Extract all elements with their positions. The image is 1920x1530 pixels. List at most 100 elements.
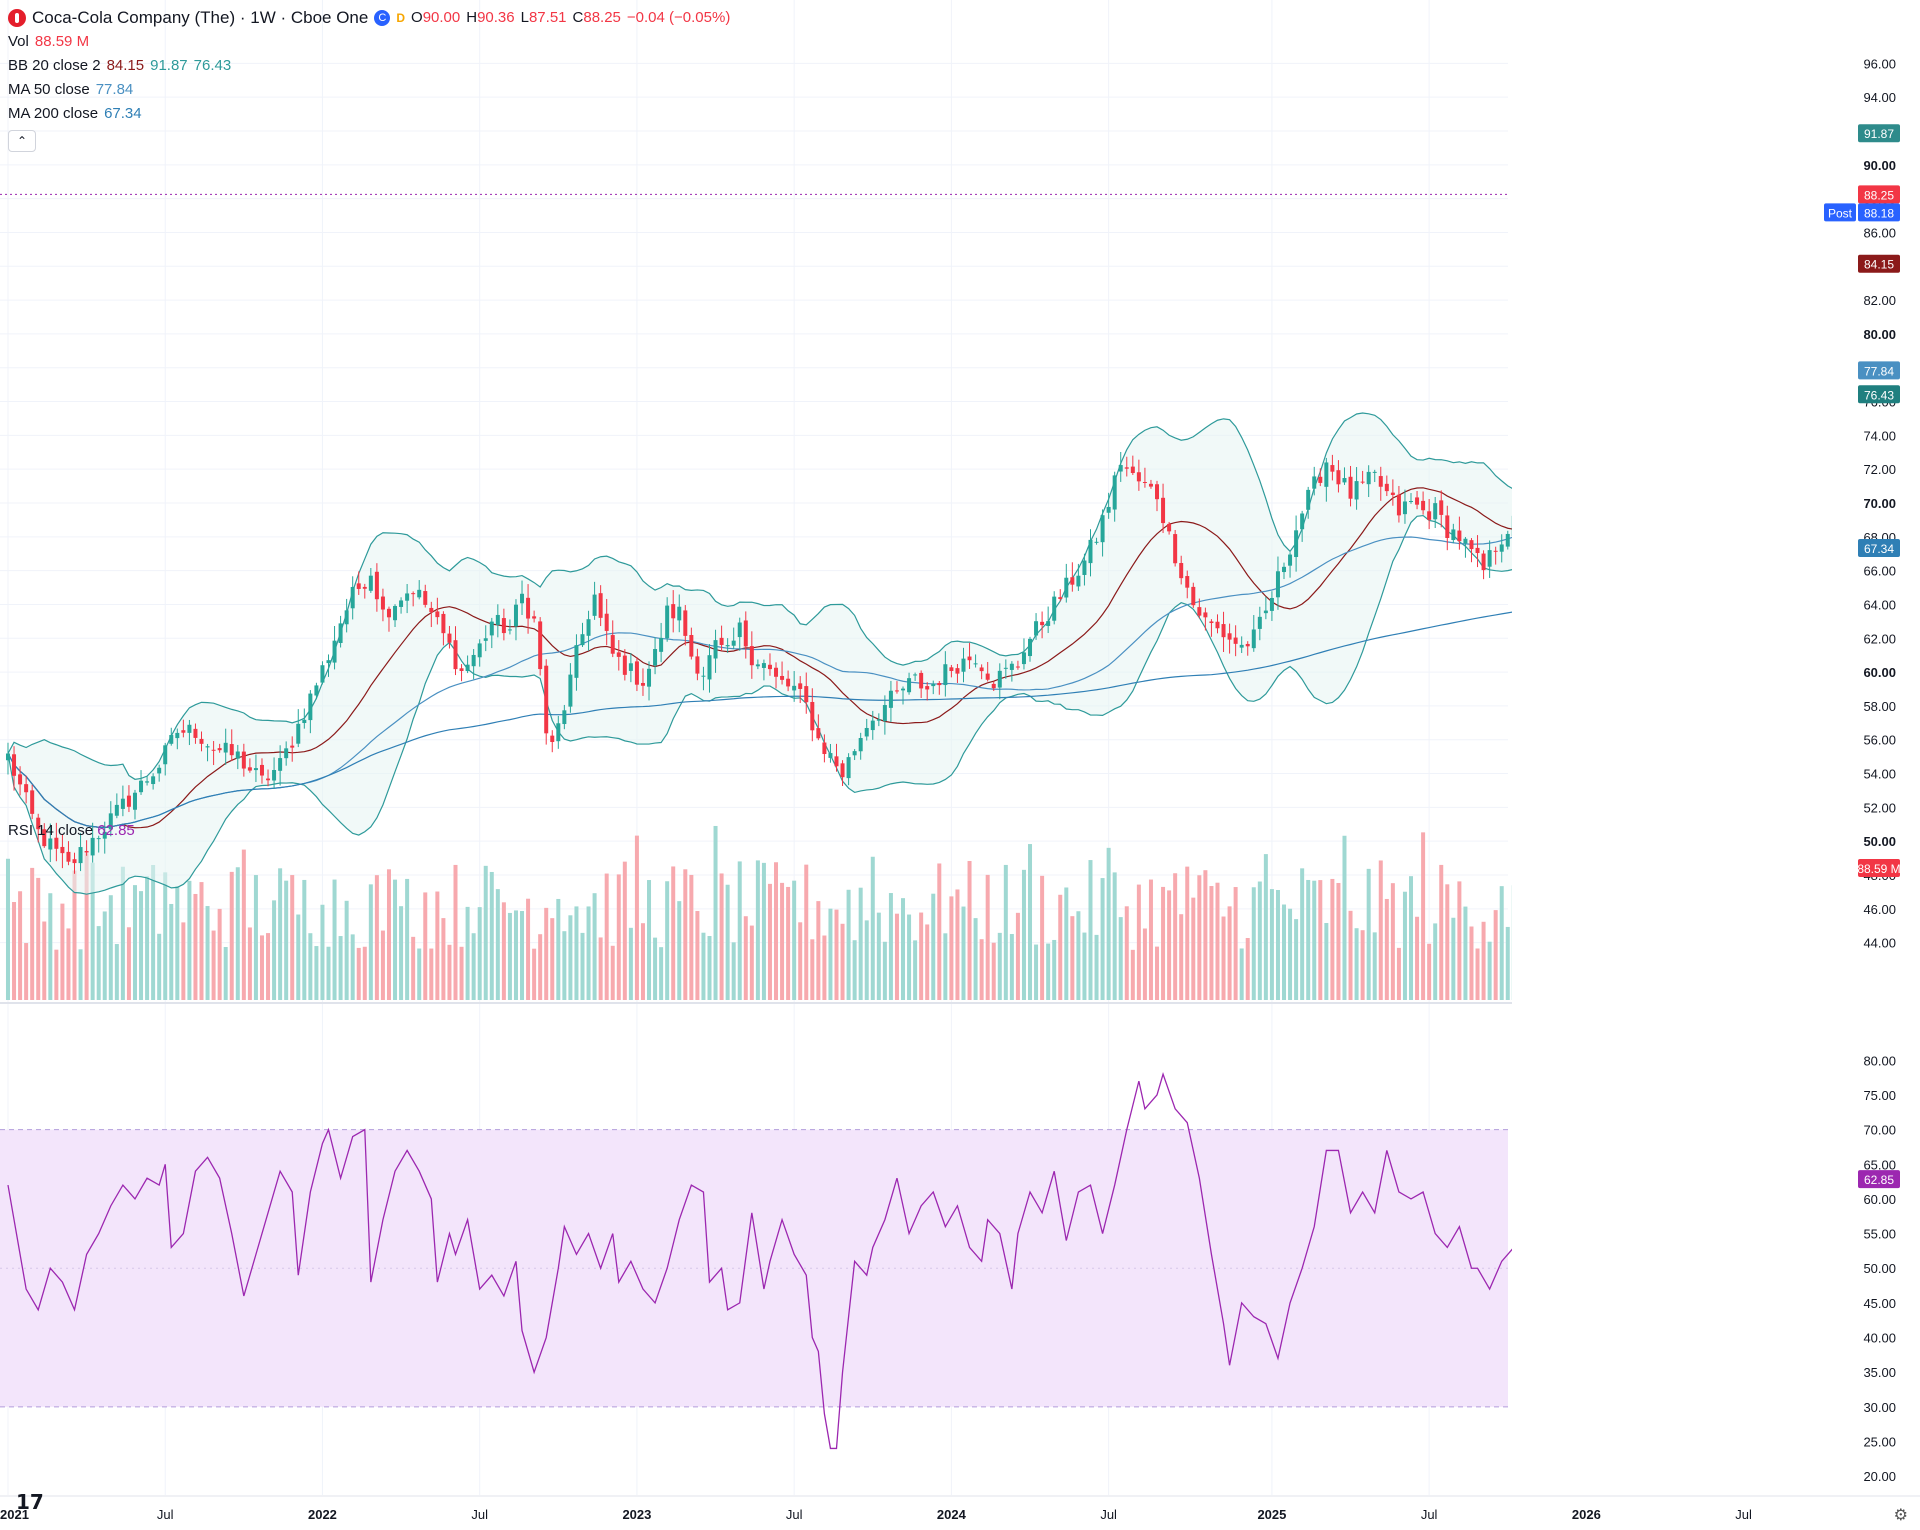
volume-bar [1457, 881, 1462, 1000]
candle-body [592, 594, 597, 616]
volume-bar [1124, 906, 1129, 1000]
collapse-legend-button[interactable]: ⌃ [8, 130, 36, 152]
volume-bar [399, 906, 404, 1000]
volume-bar [241, 849, 246, 1000]
bb-legend[interactable]: BB 20 close 2 84.15 91.87 76.43 [8, 54, 730, 78]
settings-gear-icon[interactable]: ⚙ [1893, 1507, 1908, 1524]
volume-bar [253, 875, 258, 1000]
volume-bar [1390, 883, 1395, 1000]
candle-body [538, 621, 543, 670]
candle-body [1142, 482, 1147, 484]
candle-body [362, 586, 367, 589]
volume-bar [151, 864, 156, 1000]
ma50-legend[interactable]: MA 50 close 77.84 [8, 78, 730, 102]
candle-body [1324, 462, 1329, 487]
candle-body [544, 665, 549, 734]
candle-body [725, 645, 730, 647]
volume-bar [907, 914, 912, 1000]
candle-body [18, 774, 23, 785]
rsi-band [0, 1129, 1508, 1408]
volume-bar [1257, 881, 1262, 1000]
price-tags: 91.87 88.25 88.18 Post 84.15 77.84 76.43 67.34 8… [1824, 124, 1901, 1189]
volume-bar [441, 918, 446, 1000]
candle-body [804, 686, 809, 703]
volume-bar [1245, 938, 1250, 1000]
candle-body [761, 663, 766, 668]
candle-body [816, 728, 821, 739]
volume-bar [1185, 866, 1190, 1000]
volume-bar [435, 891, 440, 1000]
candle-body [411, 593, 416, 595]
volume-bar [580, 932, 585, 1000]
volume-bar [1136, 884, 1141, 1000]
volume-bar [338, 936, 343, 1000]
candle-body [628, 663, 633, 671]
rsi-band-fill [0, 1129, 1508, 1407]
volume-legend[interactable]: Vol 88.59 M [8, 30, 730, 54]
volume-bar [1469, 926, 1474, 1000]
price-tick-label: 50.00 [1863, 834, 1896, 849]
candle-body [931, 683, 936, 687]
candle-body [54, 837, 59, 849]
candle-body [749, 646, 754, 666]
volume-bar [386, 869, 391, 1000]
volume-bar [423, 892, 428, 1000]
price-tick-label: 74.00 [1863, 428, 1896, 443]
candle-body [483, 638, 488, 641]
candle-body [429, 607, 434, 613]
volume-bar [647, 880, 652, 1000]
volume-bar [1052, 939, 1057, 1000]
symbol-title[interactable]: Coca-Cola Company (The) · 1W · Cboe One [32, 8, 369, 27]
tradingview-logo-icon[interactable]: 17 [16, 1490, 44, 1514]
candle-body [368, 575, 373, 591]
volume-bar [943, 933, 948, 1000]
candle-body [568, 674, 573, 707]
rsi-legend-value: 62.85 [97, 822, 135, 839]
candle-body [653, 649, 658, 666]
candle-body [84, 851, 89, 853]
candle-body [792, 685, 797, 691]
volume-bar [1028, 844, 1033, 1000]
volume-bar [1445, 884, 1450, 1000]
candle-body [78, 847, 83, 864]
bb-basis-tag-bg [1858, 254, 1900, 273]
candle-body [284, 748, 289, 759]
volume-bar [272, 900, 277, 1000]
candle-body [1318, 476, 1323, 483]
volume-bar [1505, 926, 1510, 1000]
post-label-text: Post [1828, 206, 1853, 220]
candle-body [447, 633, 452, 643]
volume-bar [1354, 928, 1359, 1000]
volume-bar [834, 909, 839, 1000]
rsi-legend[interactable]: RSI 14 close 62.85 [8, 822, 135, 839]
volume-bar [495, 889, 500, 1000]
candle-body [810, 701, 815, 731]
volume-bar [544, 907, 549, 1000]
rsi-tick-label: 80.00 [1863, 1053, 1896, 1068]
candle-body [876, 719, 881, 721]
volume-bar [574, 906, 579, 1000]
candle-body [634, 661, 639, 685]
candle-body [1124, 467, 1129, 469]
candle-body [943, 664, 948, 686]
candle-body [604, 613, 609, 631]
volume-bar [755, 860, 760, 1000]
ma200-legend[interactable]: MA 200 close 67.34 [8, 102, 730, 126]
volume-bar [882, 941, 887, 1000]
candle-body [314, 685, 319, 696]
candle-body [919, 672, 924, 689]
volume-bar [145, 876, 150, 1000]
candle-body [465, 664, 470, 672]
candle-body [108, 813, 113, 830]
volume-bar [931, 893, 936, 1000]
volume-bar [598, 937, 603, 1000]
candle-body [405, 593, 410, 601]
volume-bar [350, 934, 355, 1000]
rsi-tick-label: 35.00 [1863, 1365, 1896, 1380]
volume-bar [290, 875, 295, 1000]
candle-body [495, 614, 500, 625]
candle-body [435, 611, 440, 618]
candle-body [689, 635, 694, 657]
volume-bar [991, 942, 996, 1000]
